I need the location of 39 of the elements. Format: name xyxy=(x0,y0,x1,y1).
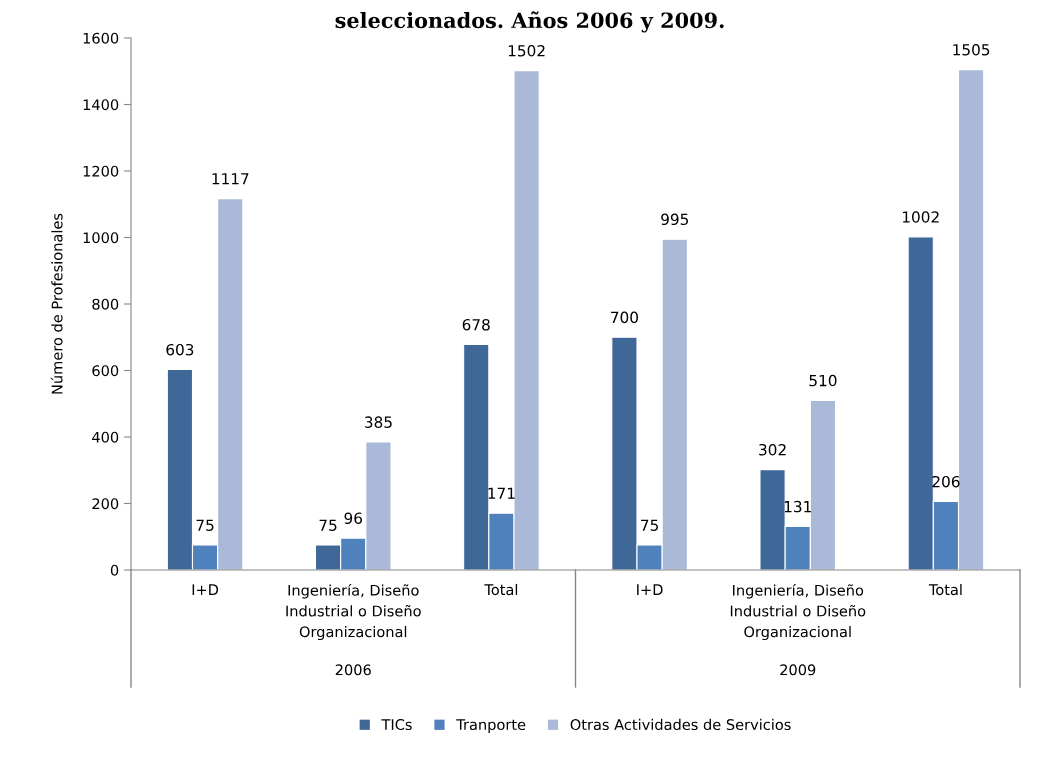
data-label: 75 xyxy=(319,519,337,531)
data-label: 171 xyxy=(488,487,515,499)
y-tick-label: 400 xyxy=(92,431,119,443)
x-tick-label: Ingeniería, Diseño Industrial o Diseño Organizacional xyxy=(730,583,866,641)
x-tick-label: I+D xyxy=(192,584,219,595)
text: 2006 xyxy=(335,664,371,676)
x-tick-label: Total xyxy=(484,583,518,596)
chart-title: seleccionados. Años 2006 y 2009. xyxy=(335,11,724,33)
data-label: 1002 xyxy=(902,211,939,223)
y-tick-label: 1600 xyxy=(83,32,119,44)
legend-label: Otras Actividades de Servicios xyxy=(570,718,791,731)
data-label: 678 xyxy=(462,318,490,331)
y-tick-label: 1200 xyxy=(83,165,119,177)
data-label: 995 xyxy=(661,213,689,226)
y-tick-label: 200 xyxy=(92,498,119,510)
legend-label: TICs xyxy=(381,719,412,731)
x-tick-label: Ingeniería, Diseño Industrial o Diseño Organizacional xyxy=(286,583,421,641)
data-label: 385 xyxy=(365,416,392,428)
x-tick-label: I+D xyxy=(637,584,663,595)
data-label: 510 xyxy=(809,374,837,387)
data-label: 96 xyxy=(344,512,363,525)
data-label: 302 xyxy=(759,443,786,456)
data-label: 75 xyxy=(641,519,658,531)
data-label: 603 xyxy=(166,343,194,356)
data-label: 75 xyxy=(196,519,214,531)
text: 2009 xyxy=(780,664,816,676)
y-tick-label: 1000 xyxy=(83,232,119,244)
legend-label: Tranporte xyxy=(456,719,526,733)
data-label: 1502 xyxy=(508,44,545,57)
data-label: 1505 xyxy=(953,43,990,56)
y-tick-label: 600 xyxy=(92,365,119,377)
y-tick-label: 800 xyxy=(92,298,119,310)
y-tick-label: 0 xyxy=(110,564,119,576)
y-axis-title: Número de Profesionales xyxy=(50,213,63,394)
data-label: 131 xyxy=(784,500,811,513)
data-label: 700 xyxy=(611,311,638,324)
y-tick-label: 1400 xyxy=(83,99,119,111)
data-label: 1117 xyxy=(212,173,249,185)
x-tick-label: Total xyxy=(928,583,962,596)
